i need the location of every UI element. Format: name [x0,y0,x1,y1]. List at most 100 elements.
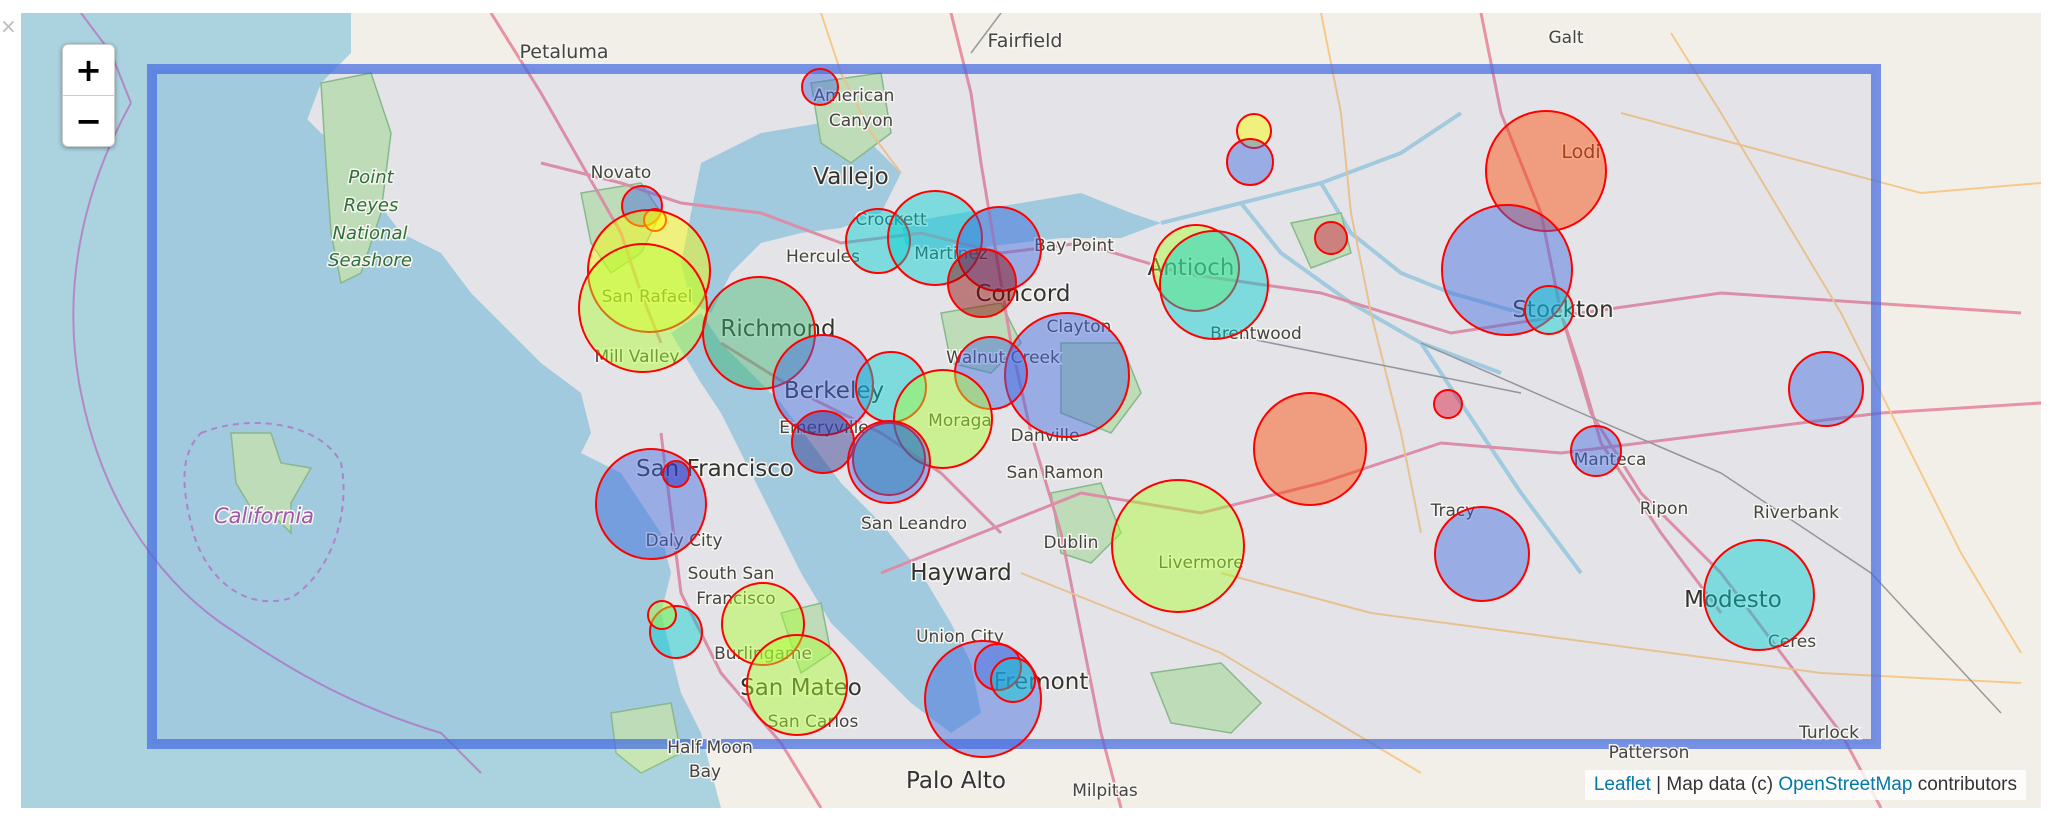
circle-marker[interactable] [1159,230,1269,340]
place-label-national: National [332,223,407,244]
attribution-text: | Map data (c) [1650,774,1779,795]
circle-marker[interactable] [1788,351,1864,427]
zoom-control: + − [62,44,115,147]
place-label-clayton: Clayton [1047,317,1112,337]
circle-marker[interactable] [662,460,690,488]
circle-marker[interactable] [647,600,677,630]
circle-marker[interactable] [1314,221,1348,255]
place-label-brentwood: Brentwood [1210,324,1302,344]
place-label-martinez: Martinez [914,244,988,264]
circle-marker[interactable] [621,185,663,227]
circle-marker[interactable] [791,410,855,474]
circle-marker[interactable] [801,68,839,106]
place-label-hayward: Hayward [910,560,1012,586]
circle-marker[interactable] [845,208,911,274]
place-label-san-rafael: San Rafael [602,287,693,307]
circle-marker[interactable] [1433,389,1463,419]
place-label-berkeley: Berkeley [784,378,884,404]
place-label-danville: Danville [1011,426,1080,446]
circle-marker[interactable] [643,208,667,232]
place-label-hercules: Hercules [786,247,860,267]
place-label-fairfield: Fairfield [988,30,1063,52]
circle-markers[interactable] [578,68,1864,758]
circle-marker[interactable] [1570,425,1622,477]
place-label-patterson: Patterson [1609,743,1690,763]
place-label-novato: Novato [591,163,652,183]
place-label-livermore: Livermore [1158,553,1243,573]
place-label-galt: Galt [1549,28,1584,48]
map-view[interactable]: Petaluma Fairfield Galt American Canyon Valle… [21,13,2041,808]
place-label-manteca: Manteca [1574,450,1647,470]
place-label-san-ramon: San Ramon [1007,463,1104,483]
place-label-san-francisco: San Francisco [636,456,794,482]
pacific-ocean [21,13,721,808]
circle-marker[interactable] [974,643,1022,691]
place-label-point: Point [348,167,394,188]
circle-marker[interactable] [649,605,703,659]
circle-marker[interactable] [1441,204,1573,336]
attribution: Leaflet | Map data (c) OpenStreetMap con… [1584,770,2026,800]
place-label-american: American [814,86,895,106]
circle-marker[interactable] [1434,506,1530,602]
circle-marker[interactable] [990,657,1036,703]
circle-marker[interactable] [893,369,993,469]
place-label-san-mateo: San Mateo [740,675,862,701]
place-label-mill-valley: Mill Valley [595,347,680,367]
place-label-milpitas: Milpitas [1072,781,1138,801]
rail-lines [970,13,2002,714]
circle-marker[interactable] [1226,138,1274,186]
place-label-ceres: Ceres [1768,632,1816,652]
place-label-tracy: Tracy [1430,501,1476,521]
place-label-bay-point: Bay Point [1034,236,1114,256]
circle-marker[interactable] [924,640,1042,758]
san-francisco-bay [671,313,981,733]
place-labels: Petaluma Fairfield Galt American Canyon Valle… [212,27,1860,803]
circle-marker[interactable] [746,634,848,736]
openstreetmap-link[interactable]: OpenStreetMap [1778,774,1913,795]
place-label-petaluma: Petaluma [519,41,608,63]
circle-marker[interactable] [1485,110,1607,232]
circle-marker[interactable] [1004,312,1130,438]
circle-marker[interactable] [847,420,931,504]
place-label-turlock: Turlock [1798,723,1859,743]
place-label-francisco: Francisco [696,589,775,609]
place-label-riverbank: Riverbank [1753,503,1839,523]
circle-marker[interactable] [587,209,711,333]
circle-marker[interactable] [1524,285,1574,335]
zoom-in-button[interactable]: + [75,51,102,89]
circle-marker[interactable] [947,248,1017,318]
leaflet-link[interactable]: Leaflet [1593,774,1651,795]
place-label-modesto: Modesto [1684,587,1782,613]
place-label-moraga: Moraga [928,411,992,431]
map-tiles[interactable]: Petaluma Fairfield Galt American Canyon Valle… [21,13,2041,808]
circle-marker[interactable] [1111,479,1245,613]
place-label-canyon: Canyon [829,111,893,131]
place-label-vallejo: Vallejo [813,164,888,190]
circle-marker[interactable] [578,243,708,373]
place-label-reyes: Reyes [344,195,399,216]
place-label-bay: Bay [689,762,721,782]
secondary-roads [820,13,2041,774]
circle-marker[interactable] [721,582,805,666]
circle-marker[interactable] [702,276,816,390]
place-label-daly-city: Daly City [645,531,722,551]
place-label-concord: Concord [975,281,1070,307]
circle-marker[interactable] [772,334,874,436]
parks [230,72,1352,774]
place-label-ripon: Ripon [1640,499,1689,519]
circle-marker[interactable] [595,448,707,560]
san-pablo-bay [681,123,901,313]
place-label-richmond: Richmond [720,316,835,342]
place-label-palo-alto: Palo Alto [906,768,1006,794]
tomales-bay [271,53,321,163]
place-label-dublin: Dublin [1044,533,1099,553]
place-label-seashore: Seashore [328,250,412,271]
circle-marker[interactable] [1152,224,1240,312]
attribution-suffix: contributors [1912,774,2017,795]
zoom-out-button[interactable]: − [63,95,114,146]
circle-marker[interactable] [956,206,1042,292]
circle-marker[interactable] [1253,392,1367,506]
place-label-california: California [214,504,314,528]
circle-marker[interactable] [1703,539,1815,651]
circle-marker[interactable] [852,422,926,496]
